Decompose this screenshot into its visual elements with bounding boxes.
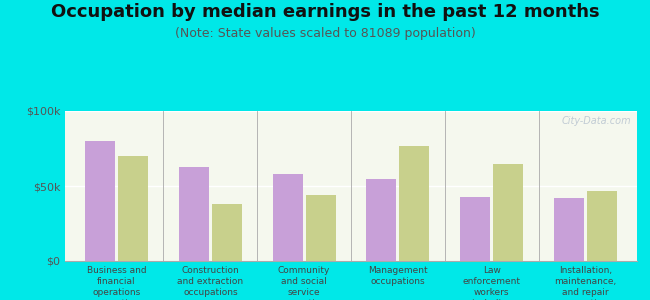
Text: (Note: State values scaled to 81089 population): (Note: State values scaled to 81089 popu… [175,27,475,40]
Bar [212,204,242,261]
Bar [179,167,209,261]
Bar [399,146,429,261]
Text: Occupation by median earnings in the past 12 months: Occupation by median earnings in the pas… [51,3,599,21]
Bar [367,178,396,261]
Bar [306,195,335,261]
Bar [273,174,303,261]
Text: City-Data.com: City-Data.com [562,116,631,125]
Bar [554,198,584,261]
Bar [85,141,115,261]
Bar [587,190,617,261]
Bar [460,196,490,261]
Bar [493,164,523,261]
Bar [118,156,148,261]
